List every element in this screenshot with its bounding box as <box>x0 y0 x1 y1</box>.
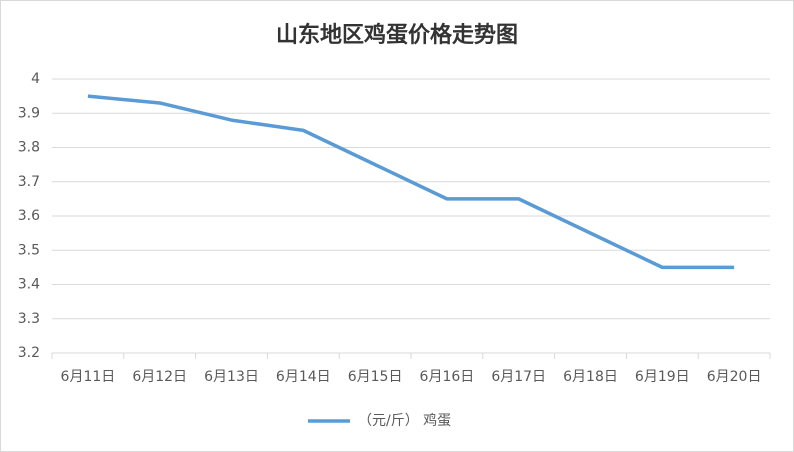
x-tick-label: 6月11日 <box>61 369 116 385</box>
y-tick-label: 3.2 <box>18 345 40 361</box>
legend-label: （元/斤） 鸡蛋 <box>358 412 451 429</box>
y-tick-label: 3.3 <box>18 311 40 327</box>
y-tick-label: 3.8 <box>18 140 40 156</box>
x-tick-label: 6月18日 <box>563 369 618 385</box>
x-tick-label: 6月17日 <box>491 369 546 385</box>
chart-title: 山东地区鸡蛋价格走势图 <box>276 22 518 48</box>
y-tick-label: 4 <box>31 71 40 87</box>
x-tick-label: 6月14日 <box>276 369 331 385</box>
x-tick-label: 6月12日 <box>132 369 187 385</box>
x-tick-label: 6月13日 <box>204 369 259 385</box>
data-line <box>87 94 735 270</box>
x-tick-label: 6月19日 <box>635 369 690 385</box>
x-tick-label: 6月15日 <box>348 369 403 385</box>
y-tick-label: 3.6 <box>18 208 40 224</box>
y-tick-label: 3.4 <box>18 277 40 293</box>
x-tick-label: 6月20日 <box>707 369 762 385</box>
y-tick-label: 3.9 <box>18 105 40 121</box>
y-tick-label: 3.7 <box>18 174 40 190</box>
y-tick-label: 3.5 <box>18 242 40 258</box>
x-tick-label: 6月16日 <box>420 369 475 385</box>
